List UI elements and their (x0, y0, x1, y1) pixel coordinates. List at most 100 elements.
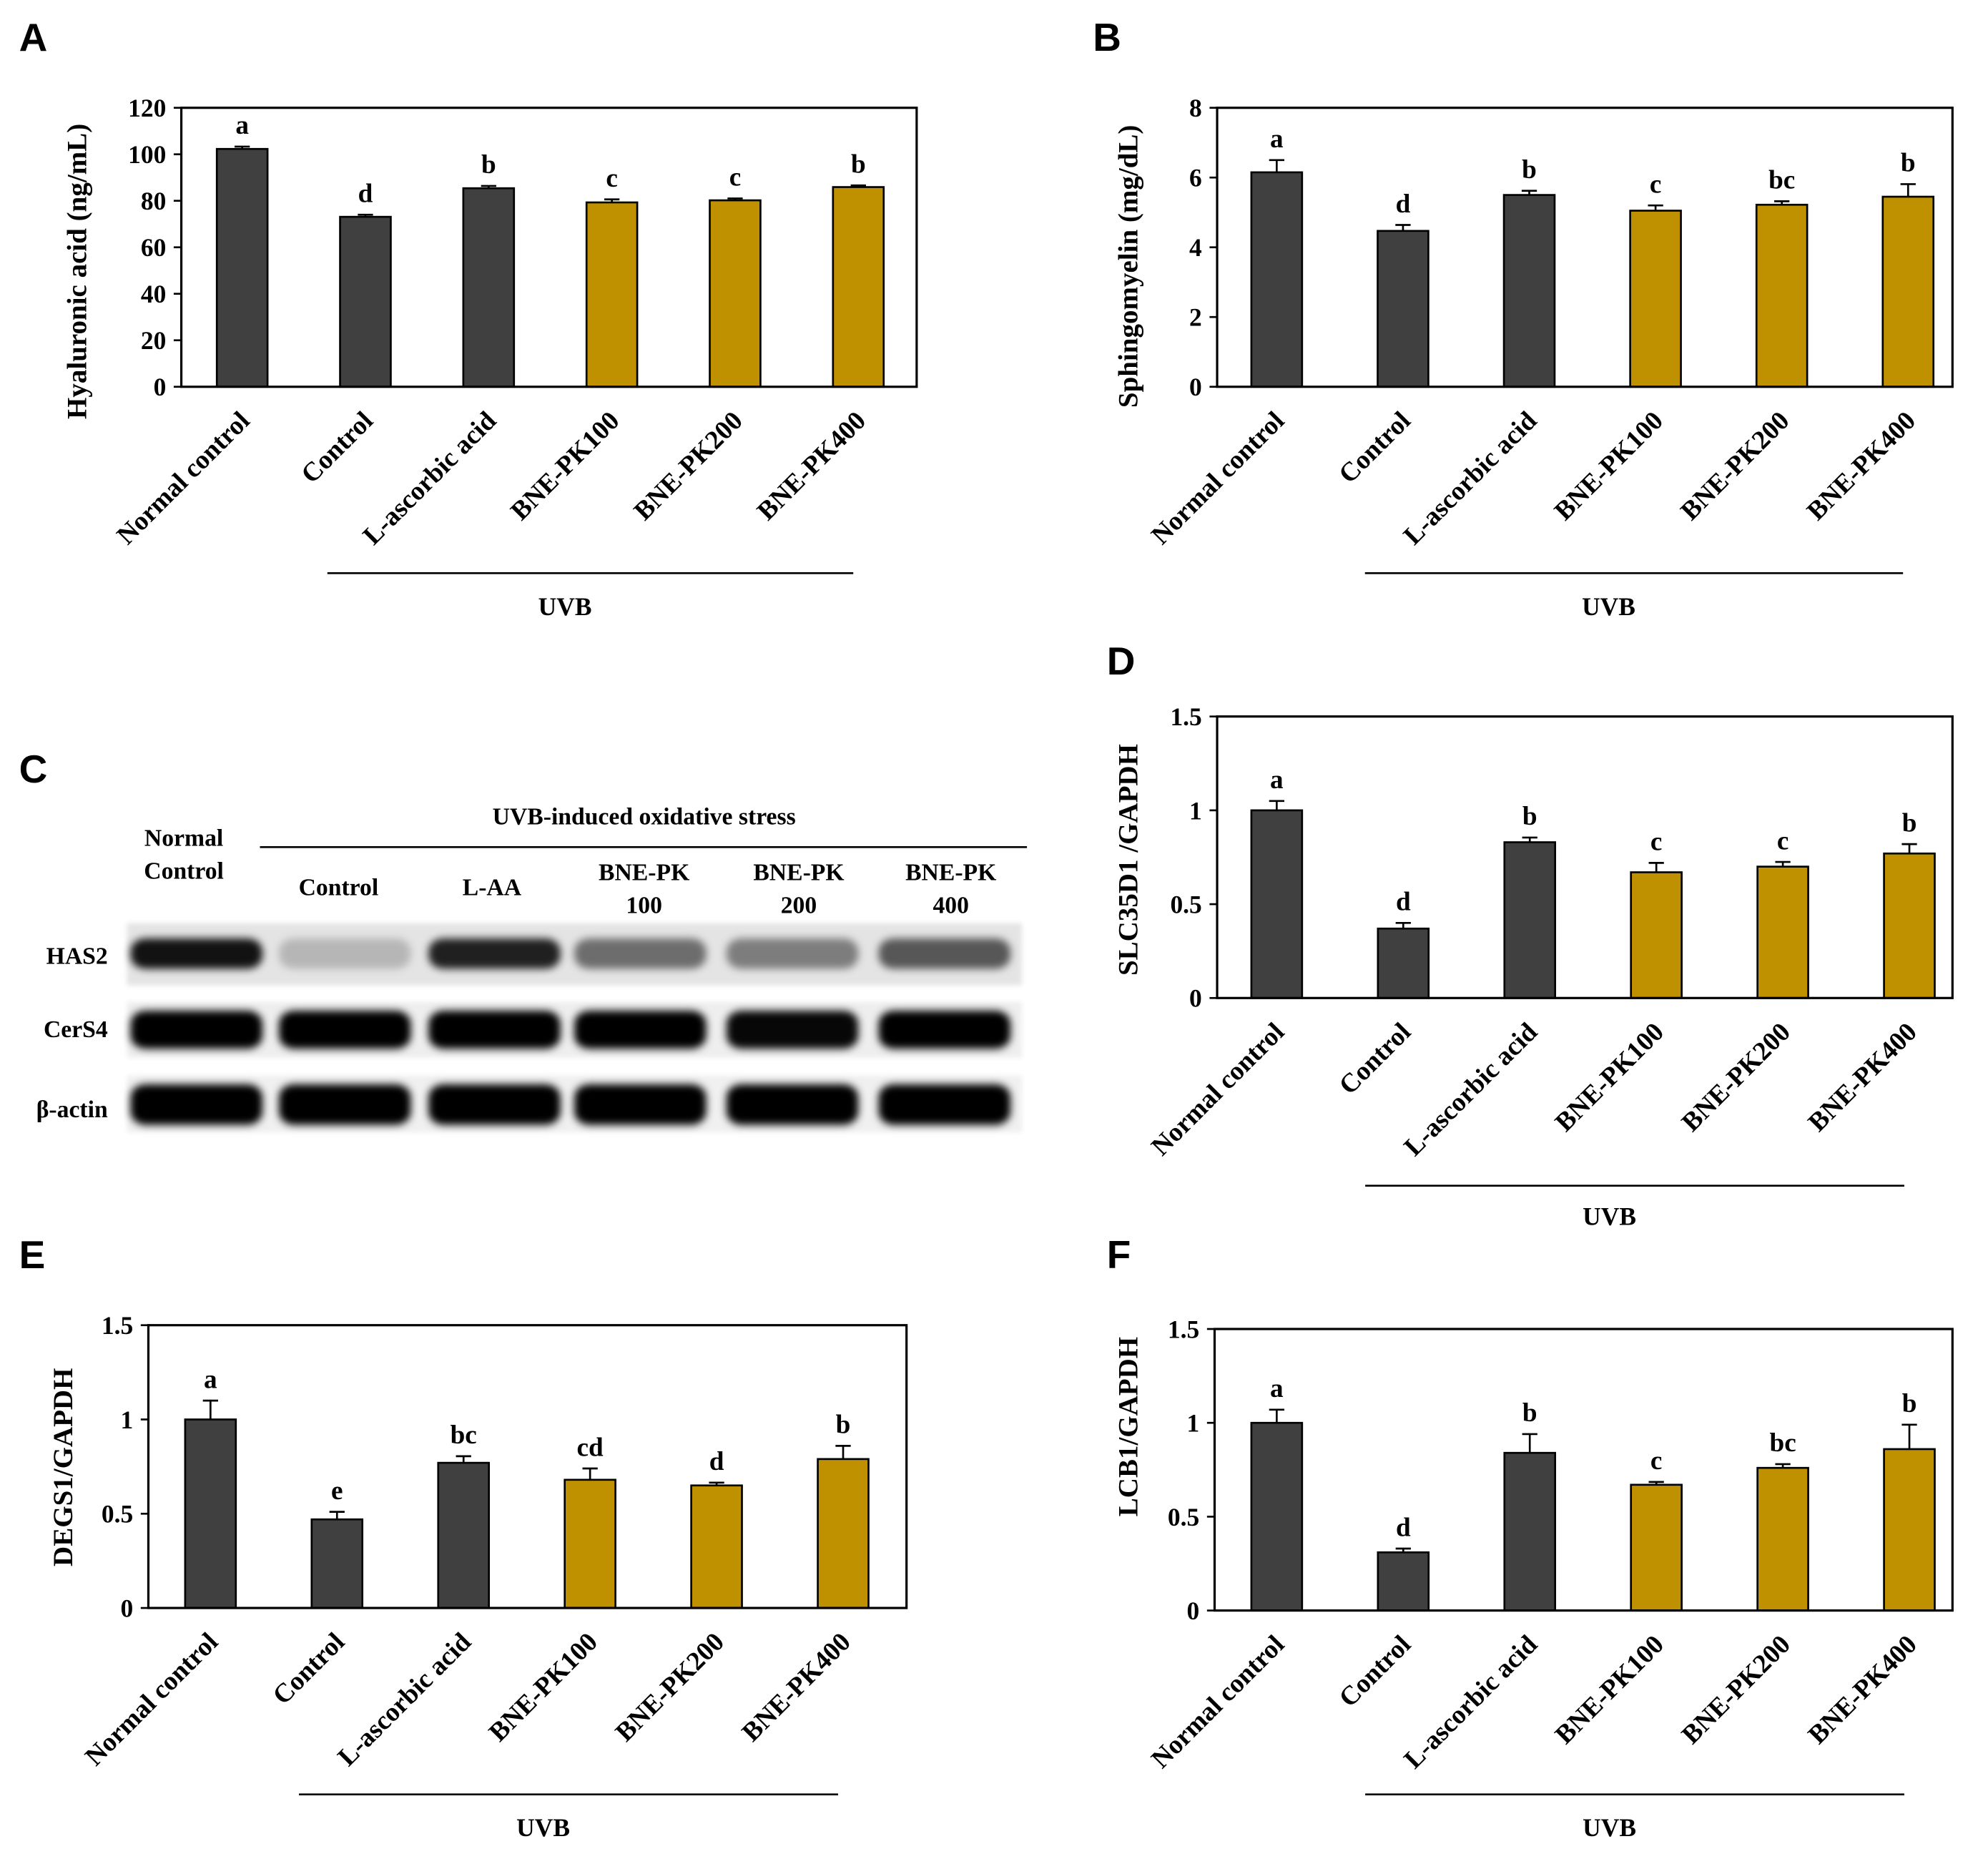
lane-label: 200 (781, 892, 817, 918)
bar (1377, 927, 1430, 999)
x-category-label: Normal control (1146, 1017, 1290, 1162)
significance-letter: d (1396, 888, 1411, 917)
blot-band (574, 1011, 707, 1049)
y-tick-label: 0 (1189, 373, 1202, 401)
y-axis-label: LCB1/GAPDH (1113, 1337, 1143, 1516)
y-tick-label: 0.5 (1170, 890, 1201, 918)
x-category-label: Control (296, 406, 379, 489)
blot-band (428, 1084, 561, 1125)
significance-letter: a (1270, 1374, 1284, 1403)
x-category-label: Control (267, 1627, 350, 1710)
y-tick-label: 0 (1186, 1596, 1199, 1625)
bar (832, 186, 885, 388)
uvb-group-label: UVB (1583, 1813, 1636, 1842)
bar (1250, 171, 1304, 388)
panel-label: E (19, 1232, 46, 1277)
bar (1756, 865, 1809, 999)
significance-letter: b (481, 150, 496, 180)
uvb-group-label: UVB (1583, 1202, 1636, 1231)
y-tick-label: 0 (154, 373, 167, 401)
significance-letter: a (1270, 765, 1284, 795)
significance-letter: c (1777, 826, 1789, 855)
y-tick-label: 0 (120, 1594, 133, 1622)
y-tick-label: 0 (1189, 984, 1202, 1013)
blot-band (574, 1084, 707, 1125)
panel-label: D (1107, 639, 1136, 683)
bar (184, 1418, 237, 1609)
y-tick-label: 100 (128, 140, 166, 169)
significance-letter: b (1522, 802, 1537, 831)
x-category-label: Control (1334, 1017, 1417, 1100)
y-axis-label: Hyaluronic acid (ng/mL) (62, 124, 93, 419)
bar-chart-panel-a: A 0 20 40 60 80 100 120 a Normal control d Control b… (19, 15, 918, 621)
y-tick-label: 120 (128, 94, 166, 122)
bar (709, 199, 762, 388)
significance-letter: d (1396, 190, 1411, 219)
y-tick-label: 6 (1189, 164, 1202, 192)
bar (1377, 230, 1430, 388)
bar (1630, 1483, 1683, 1612)
y-tick-label: 1.5 (1170, 702, 1201, 731)
plot-area-frame (179, 107, 918, 388)
bar (1503, 841, 1557, 999)
uvb-group-label: UVB (538, 592, 592, 621)
blot-band (279, 1011, 411, 1049)
significance-letter: bc (451, 1421, 477, 1450)
x-category-label: BNE-PK400 (1803, 1017, 1923, 1137)
blot-band (279, 1084, 411, 1125)
significance-letter: c (606, 164, 618, 193)
x-category-label: BNE-PK100 (483, 1627, 604, 1747)
blot-band (428, 1011, 561, 1049)
significance-letter: d (358, 179, 373, 208)
y-tick-label: 1 (1186, 1409, 1199, 1438)
bar-chart-panel-b: B 0 2 4 6 8 a Normal control d Control b L-ascorbic… (1093, 15, 1954, 621)
lane-label: BNE-PK (753, 859, 844, 886)
x-category-label: L-ascorbic acid (1399, 1629, 1543, 1774)
significance-letter: b (1901, 149, 1916, 178)
x-category-label: BNE-PK100 (1550, 1630, 1670, 1750)
bar-chart-panel-d: D 0 0.5 1 1.5 a Normal control d Control b L-ascor… (1107, 639, 1954, 1231)
blot-row-has2: HAS2 (46, 923, 1023, 986)
x-category-label: Normal control (112, 406, 256, 551)
lane-label: Control (299, 875, 379, 901)
normal-control-lane-label: Control (144, 858, 224, 885)
y-tick-label: 2 (1189, 303, 1202, 332)
bar (310, 1518, 364, 1609)
bar (1629, 210, 1682, 388)
bar (215, 147, 269, 388)
y-tick-label: 4 (1189, 233, 1202, 262)
blot-band (878, 1084, 1011, 1125)
x-category-label: Normal control (1146, 406, 1290, 551)
x-category-label: Control (1334, 1630, 1417, 1713)
blot-row-actin: β-actin (36, 1075, 1023, 1133)
y-axis-label: DEGS1/GAPDH (48, 1368, 79, 1566)
bar (1883, 1448, 1936, 1612)
x-category-label: Control (1333, 406, 1416, 489)
significance-letter: e (331, 1476, 343, 1506)
panel-label: C (19, 747, 48, 791)
y-tick-label: 0.5 (102, 1500, 133, 1529)
significance-letter: c (1650, 1446, 1663, 1476)
bar (1250, 1421, 1304, 1612)
bar (1883, 852, 1936, 999)
bar (437, 1461, 491, 1609)
treatment-header: UVB-induced oxidative stress (493, 803, 796, 830)
significance-letter: b (1902, 808, 1917, 838)
plot-area-frame (1216, 107, 1954, 388)
lane-label: 400 (933, 892, 969, 918)
blot-row-cers4: CerS4 (44, 1001, 1023, 1058)
significance-letter: a (235, 111, 249, 140)
plot-area-frame (1213, 1328, 1954, 1612)
lane-label: BNE-PK (599, 859, 689, 886)
x-category-label: BNE-PK400 (737, 1627, 857, 1747)
blot-band (726, 1084, 859, 1125)
y-tick-label: 40 (141, 280, 166, 308)
y-tick-label: 60 (141, 233, 166, 262)
normal-control-lane-label: Normal (144, 825, 223, 852)
bar (564, 1478, 616, 1609)
significance-letter: bc (1769, 1428, 1796, 1458)
bar (1755, 203, 1809, 388)
bar (339, 215, 392, 388)
x-category-label: BNE-PK100 (506, 406, 626, 526)
